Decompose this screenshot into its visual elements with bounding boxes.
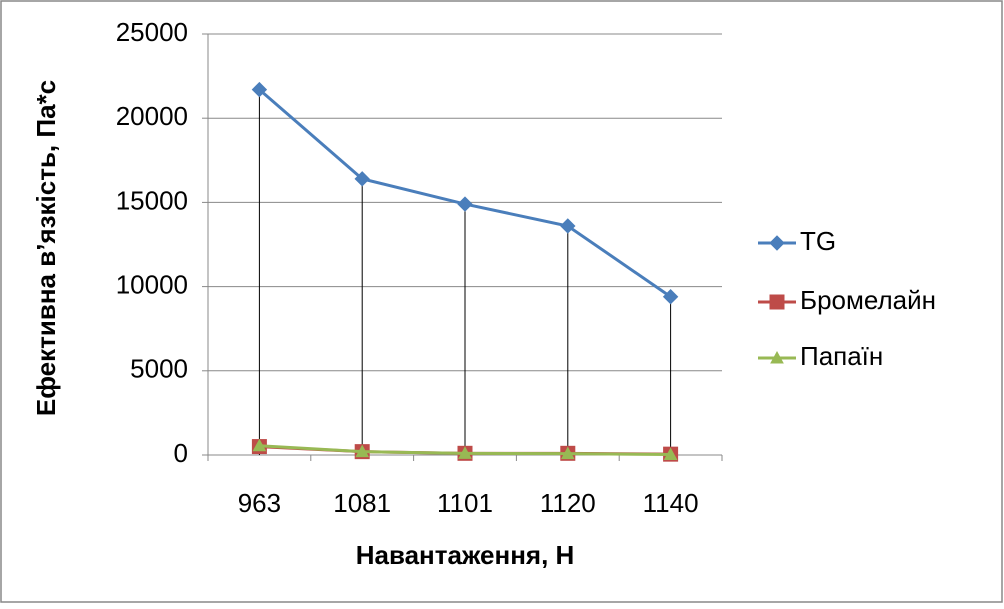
data-point	[457, 196, 473, 212]
data-point	[252, 438, 267, 452]
y-tick-label: 15000	[116, 185, 188, 215]
y-tick-label: 0	[174, 438, 188, 468]
legend-marker	[770, 350, 784, 364]
y-tick-label: 5000	[130, 354, 188, 384]
data-point	[663, 447, 678, 460]
y-axis-title: Ефективна в’язкість, Па*с	[31, 80, 61, 416]
data-point	[251, 81, 268, 98]
data-point	[355, 444, 370, 458]
data-point	[354, 171, 370, 187]
data-point	[662, 288, 679, 305]
x-tick-label: 1140	[643, 488, 699, 518]
y-tick-label: 20000	[116, 101, 188, 131]
y-tick-label: 10000	[116, 269, 188, 299]
legend-marker	[769, 235, 785, 251]
legend-label: Бромелайн	[800, 285, 936, 315]
legend-label: Папаїн	[800, 341, 883, 371]
data-point	[560, 218, 576, 234]
data-point	[458, 446, 472, 459]
legend-label: TG	[800, 226, 836, 256]
x-axis-title: Навантаження, Н	[356, 540, 575, 570]
x-tick-label: 1120	[540, 488, 596, 518]
data-point	[560, 446, 575, 460]
legend-marker	[769, 294, 785, 310]
y-tick-label: 25000	[116, 17, 188, 47]
x-tick-label: 963	[238, 488, 281, 518]
x-tick-label: 1101	[437, 488, 493, 518]
x-tick-label: 1081	[333, 488, 391, 518]
